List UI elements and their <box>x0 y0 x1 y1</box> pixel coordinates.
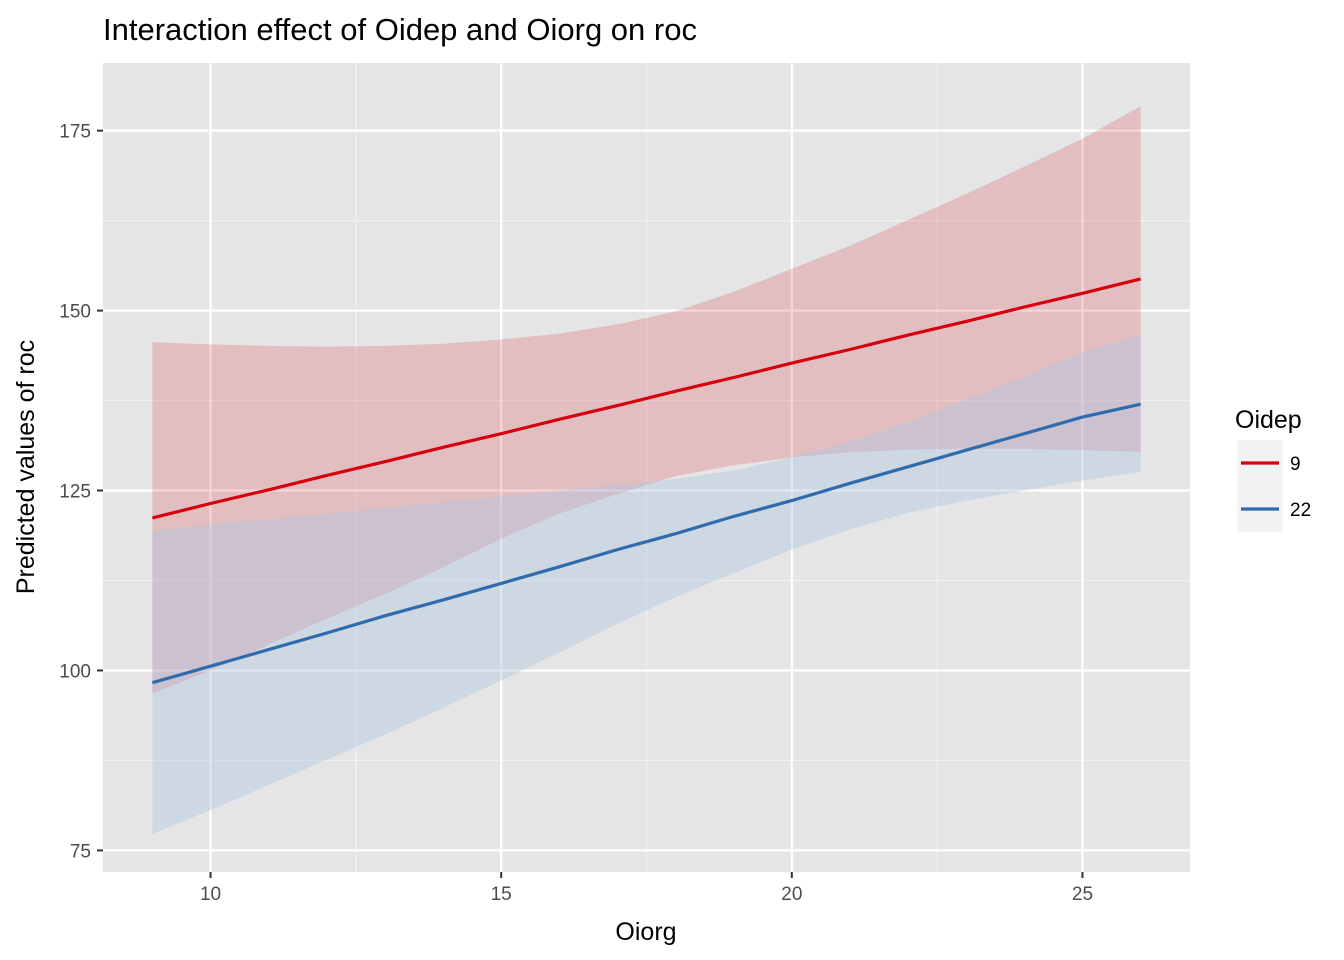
x-axis: 10 15 20 25 <box>200 872 1093 905</box>
y-tick-label: 175 <box>59 122 91 143</box>
series-lines <box>151 277 1141 685</box>
legend-keys: 9 22 <box>1237 440 1311 532</box>
minor-grid <box>103 63 1190 872</box>
y-axis: 75 100 125 150 175 <box>59 122 103 862</box>
x-tick-label: 20 <box>781 884 802 905</box>
series-line-9 <box>152 277 1141 520</box>
legend-label-22: 22 <box>1290 500 1311 521</box>
y-tick-label: 125 <box>59 482 91 503</box>
legend: Oidep 9 22 <box>1235 406 1311 532</box>
y-tick-label: 150 <box>59 302 91 323</box>
x-axis-title: Oiorg <box>615 918 676 946</box>
x-tick-label: 15 <box>491 884 512 905</box>
y-axis-title: Predicted values of roc <box>12 340 40 594</box>
band-22 <box>152 335 1141 834</box>
legend-label-9: 9 <box>1290 454 1301 475</box>
y-tick-label: 100 <box>59 661 91 682</box>
x-tick-label: 10 <box>200 884 221 905</box>
chart-title: Interaction effect of Oidep and Oiorg on… <box>103 12 697 47</box>
x-tick-label: 25 <box>1072 884 1093 905</box>
series-line-22 <box>151 402 1141 685</box>
major-grid <box>103 63 1190 872</box>
legend-title: Oidep <box>1235 406 1302 434</box>
y-tick-label: 75 <box>70 841 91 862</box>
